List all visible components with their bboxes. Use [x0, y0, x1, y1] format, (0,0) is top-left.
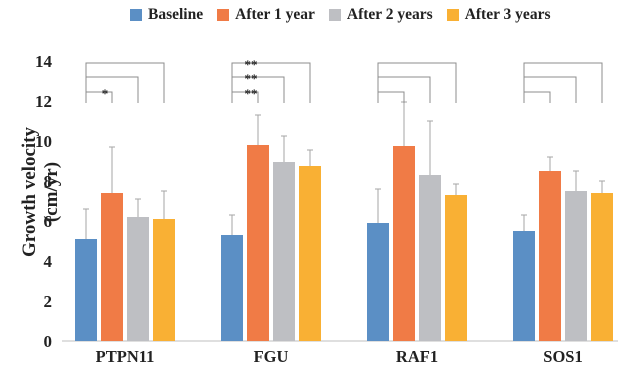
significance-bracket	[377, 91, 405, 103]
y-tick-label: 0	[44, 332, 53, 351]
x-category-label: SOS1	[543, 347, 582, 366]
significance-bracket	[523, 62, 603, 103]
bar	[127, 217, 149, 341]
bar	[591, 193, 613, 341]
y-tick-label: 12	[35, 92, 52, 111]
legend-swatch-after-3-years	[446, 9, 459, 21]
bar	[565, 191, 587, 341]
legend-item-after-3-years: After 3 years	[446, 6, 551, 24]
significance-mark: **	[245, 57, 258, 72]
bar	[393, 146, 415, 341]
legend-item-after-1-year: After 1 year	[217, 6, 315, 24]
y-tick-label: 4	[44, 252, 53, 271]
legend-swatch-after-1-year	[217, 9, 230, 21]
y-tick-label: 6	[44, 212, 53, 231]
bar	[221, 235, 243, 341]
bar	[445, 195, 467, 341]
significance-mark: *	[102, 86, 109, 101]
significance-bracket	[231, 62, 311, 103]
legend-item-baseline: Baseline	[130, 6, 203, 24]
legend-label-baseline: Baseline	[148, 6, 204, 23]
bar	[513, 231, 535, 341]
bar	[299, 166, 321, 341]
significance-mark: **	[245, 86, 258, 101]
bar	[539, 171, 561, 341]
legend-swatch-baseline	[130, 9, 142, 21]
x-category-label: PTPN11	[96, 347, 155, 366]
significance-bracket	[523, 91, 551, 103]
significance-bracket	[377, 62, 457, 103]
significance-mark: **	[245, 71, 258, 86]
x-category-label: RAF1	[396, 347, 438, 366]
y-tick-label: 2	[44, 292, 53, 311]
legend-label-after-3-years: After 3 years	[464, 6, 551, 23]
legend-label-after-2-years: After 2 years	[346, 6, 433, 23]
bar	[273, 162, 295, 341]
legend-label-after-1-year: After 1 year	[235, 6, 315, 23]
bar	[153, 219, 175, 341]
y-tick-label: 14	[35, 52, 53, 71]
bar	[75, 239, 97, 341]
legend-swatch-after-2-years	[328, 9, 341, 21]
x-category-label: FGU	[254, 347, 289, 366]
significance-bracket	[85, 62, 165, 103]
y-tick-label: 10	[35, 132, 52, 151]
bar	[367, 223, 389, 341]
bar	[101, 193, 123, 341]
legend-item-after-2-years: After 2 years	[328, 6, 433, 24]
legend: Baseline After 1 year After 2 years Afte…	[130, 6, 550, 24]
y-tick-label: 8	[44, 172, 53, 191]
bar	[247, 145, 269, 341]
bar	[419, 175, 441, 341]
